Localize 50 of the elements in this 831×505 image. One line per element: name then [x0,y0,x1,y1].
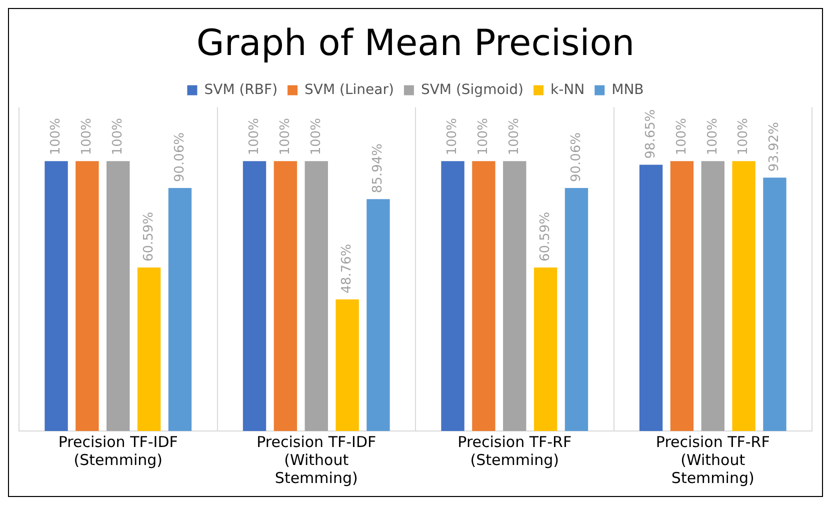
bar [137,268,161,431]
data-label: 100% [476,118,492,156]
bar [732,161,756,431]
legend-label: SVM (Linear) [304,82,394,98]
data-label: 98.65% [643,109,658,159]
bar [763,178,786,431]
bar [503,161,526,431]
x-tick-label: Precision TF-RF (Without Stemming) [656,432,770,487]
bar [274,161,298,431]
data-label: 90.06% [172,132,188,182]
data-label: 100% [674,118,690,156]
data-label: 48.76% [340,244,355,294]
legend-label: SVM (RBF) [204,82,278,98]
bar [76,161,99,431]
x-tick-label: Precision TF-RF (Stemming) [458,432,572,469]
data-label: 100% [445,118,460,156]
bar [242,161,266,431]
bar [670,161,694,431]
bar [106,161,130,431]
data-label: 100% [278,118,293,156]
x-tick-label: Precision TF-IDF (Without Stemming) [256,432,376,487]
bar [472,161,496,431]
bar [44,161,68,431]
bar [564,188,588,431]
data-label: 60.59% [141,212,156,262]
bar [168,188,192,431]
bar [534,268,558,431]
legend-label: MNB [612,82,644,98]
data-label: 100% [736,118,752,156]
data-label: 100% [507,118,522,156]
legend-label: SVM (Sigmoid) [420,82,524,98]
bar [639,164,663,431]
data-label: 100% [48,118,64,156]
data-label: 100% [308,118,324,156]
data-label: 100% [80,118,95,156]
data-label: 93.92% [767,122,782,172]
data-label: 100% [110,118,126,156]
bar [336,299,359,431]
bar [441,161,464,431]
chart-title: Graph of Mean Precision [196,22,635,64]
data-label: 90.06% [568,132,584,182]
x-tick-label: Precision TF-IDF (Stemming) [58,432,178,469]
data-label: 60.59% [538,212,553,262]
data-label: 85.94% [370,144,386,194]
bar [304,161,328,431]
bar [701,161,724,431]
data-label: 100% [705,118,720,156]
legend-label: k-NN [550,82,585,98]
bar [366,199,390,431]
data-label: 100% [246,118,262,156]
